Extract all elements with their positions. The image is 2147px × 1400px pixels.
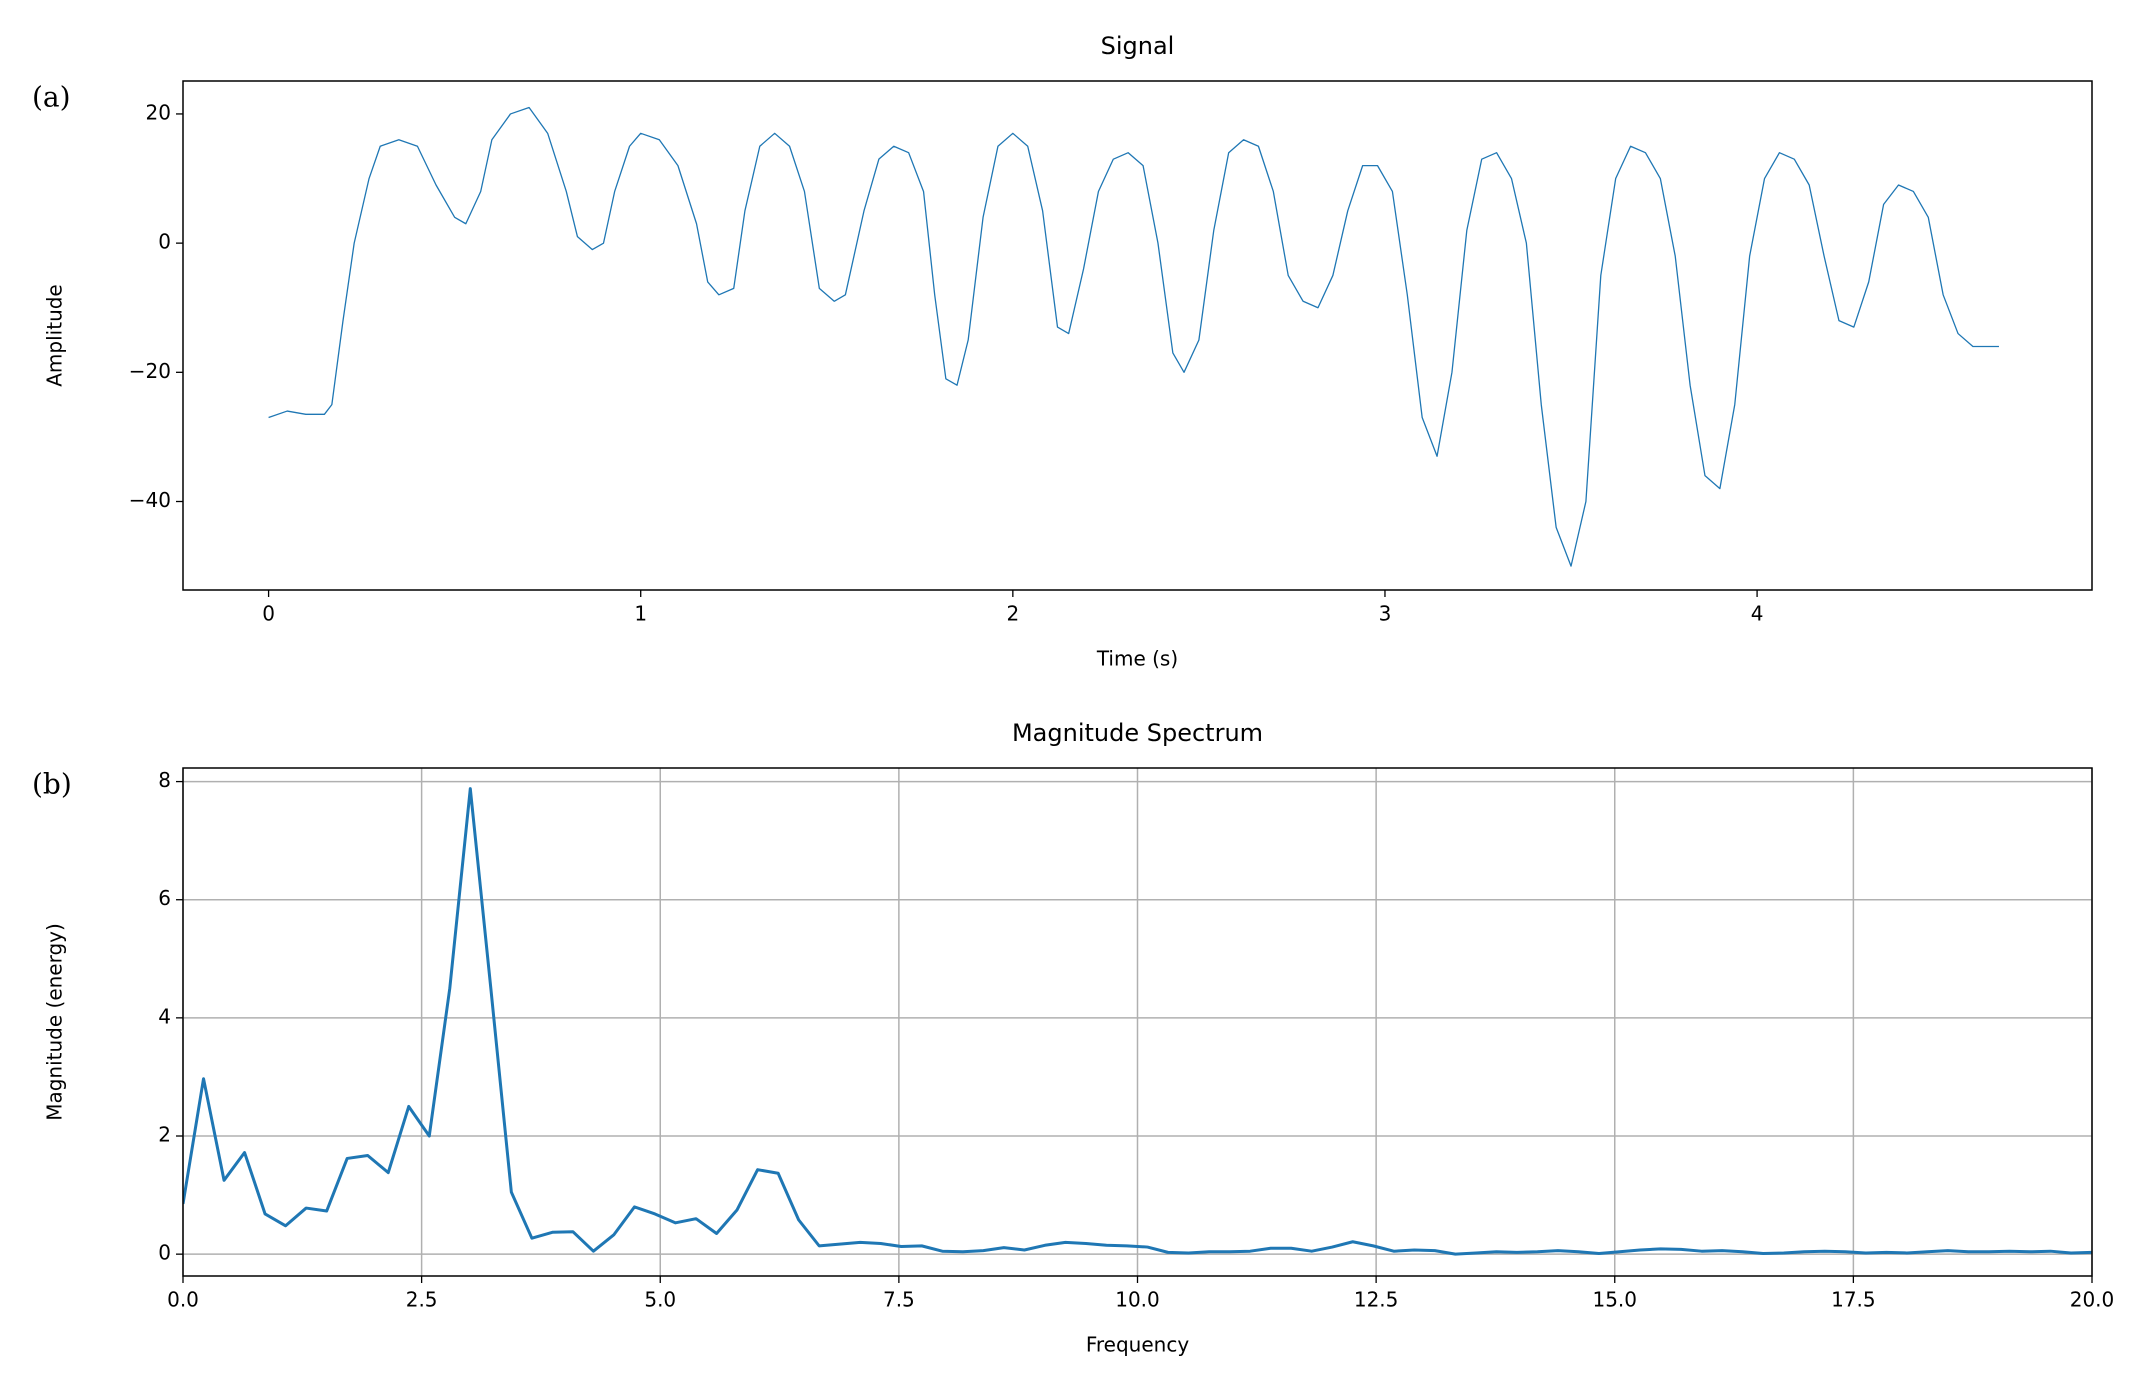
- data-line: [268, 106, 1999, 567]
- y-tick-label: 0: [158, 1241, 171, 1265]
- chart-title: Magnitude Spectrum: [1012, 719, 1263, 747]
- x-tick-label: 15.0: [1592, 1288, 1637, 1312]
- y-tick-label: −40: [129, 488, 171, 512]
- y-tick-label: 20: [146, 100, 171, 124]
- y-tick-label: −20: [129, 359, 171, 383]
- y-tick-label: 4: [158, 1004, 171, 1028]
- y-tick-label: 6: [158, 886, 171, 910]
- y-axis-label: Amplitude: [43, 284, 67, 387]
- x-tick-label: 2: [1006, 602, 1019, 626]
- x-tick-label: 7.5: [883, 1288, 915, 1312]
- axes-frame: [182, 80, 2093, 591]
- x-tick-label: 17.5: [1831, 1288, 1876, 1312]
- x-tick-label: 0.0: [167, 1288, 199, 1312]
- y-tick-label: 2: [158, 1123, 171, 1147]
- y-tick-label: 8: [158, 768, 171, 792]
- x-tick-label: 10.0: [1115, 1288, 1160, 1312]
- x-tick-label: 3: [1379, 602, 1392, 626]
- x-tick-label: 5.0: [644, 1288, 676, 1312]
- panel-label: (b): [32, 768, 72, 801]
- x-tick-label: 4: [1751, 602, 1764, 626]
- x-tick-label: 1: [634, 602, 647, 626]
- x-axis-label: Frequency: [1086, 1333, 1189, 1357]
- panel-label: (a): [32, 81, 71, 114]
- x-tick-label: 20.0: [2070, 1288, 2115, 1312]
- y-tick-label: 0: [158, 230, 171, 254]
- y-axis-label: Magnitude (energy): [43, 923, 67, 1121]
- x-tick-label: 2.5: [406, 1288, 438, 1312]
- x-tick-label: 12.5: [1354, 1288, 1399, 1312]
- axes-frame: [182, 767, 2093, 1277]
- chart-title: Signal: [1101, 32, 1175, 60]
- x-tick-label: 0: [262, 602, 275, 626]
- data-line: [183, 787, 2092, 1256]
- x-axis-label: Time (s): [1096, 647, 1178, 671]
